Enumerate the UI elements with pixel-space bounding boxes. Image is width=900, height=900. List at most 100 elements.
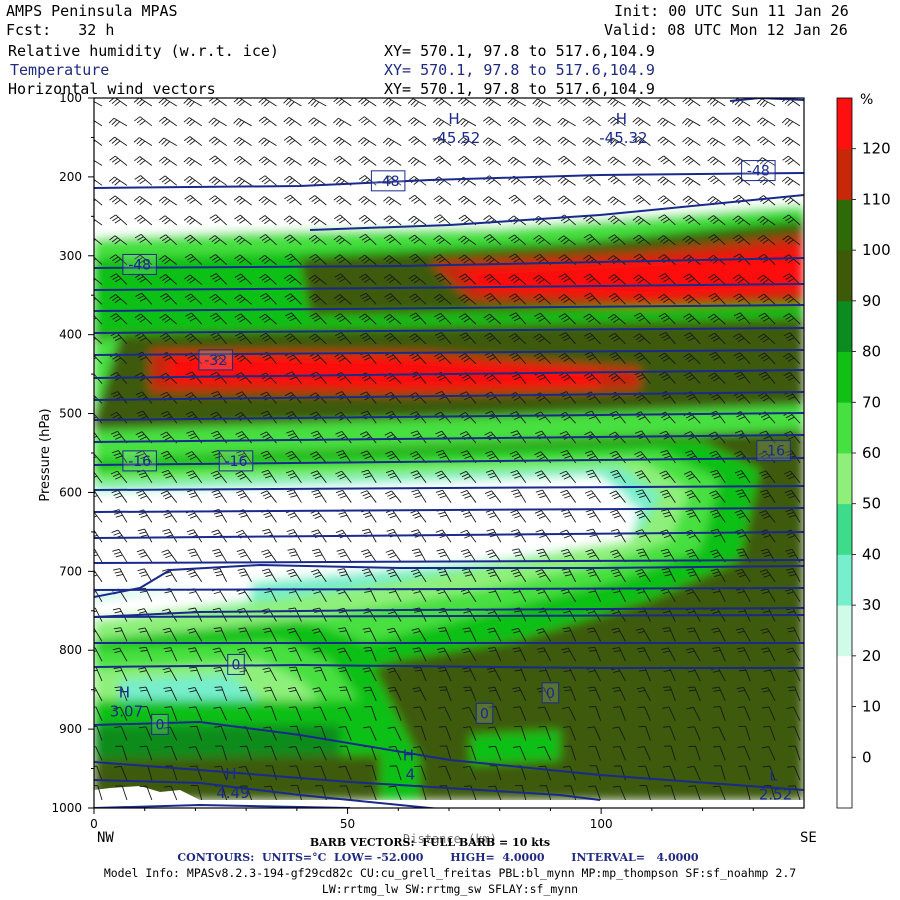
contour-label-box bbox=[756, 440, 791, 462]
wind-barb bbox=[237, 568, 252, 583]
wind-barb bbox=[262, 627, 277, 642]
wind-barb bbox=[433, 254, 452, 265]
wind-barb bbox=[214, 726, 228, 741]
wind-barb bbox=[384, 332, 402, 345]
wind-barb bbox=[787, 765, 801, 781]
wind-barb bbox=[408, 215, 427, 226]
high-low-value: 2.52 bbox=[759, 785, 792, 803]
wind-barb bbox=[761, 687, 776, 702]
wind-barb bbox=[338, 726, 352, 741]
wind-barb bbox=[534, 470, 552, 484]
colorbar-swatch bbox=[837, 250, 852, 302]
wind-barb bbox=[336, 450, 352, 464]
wind-barb bbox=[583, 332, 601, 345]
wind-barb bbox=[613, 706, 626, 721]
wind-barb bbox=[383, 313, 402, 325]
wind-barb bbox=[733, 333, 751, 345]
wind-barb bbox=[609, 490, 626, 503]
wind-barb bbox=[533, 195, 552, 206]
wind-barb bbox=[461, 568, 477, 583]
isotherm bbox=[94, 172, 804, 189]
wind-barb bbox=[337, 667, 352, 682]
wind-barb bbox=[788, 785, 801, 801]
wind-barb bbox=[436, 548, 452, 563]
wind-barb bbox=[637, 746, 651, 761]
wind-barb bbox=[439, 745, 452, 761]
isotherm bbox=[94, 663, 804, 669]
wind-barb bbox=[482, 156, 502, 166]
wind-barb bbox=[660, 489, 676, 503]
wind-barb bbox=[484, 292, 502, 305]
wind-barb bbox=[483, 273, 502, 285]
contour-label-box bbox=[370, 170, 406, 192]
wind-barb bbox=[163, 647, 178, 662]
wind-barb bbox=[512, 647, 527, 662]
isotherm bbox=[309, 194, 804, 231]
wind-barb bbox=[339, 785, 352, 801]
wind-barb bbox=[162, 667, 178, 682]
wind-barb bbox=[539, 785, 552, 801]
wind-barb bbox=[663, 726, 676, 741]
wind-barb bbox=[333, 294, 352, 305]
wind-barb bbox=[662, 627, 676, 642]
wind-barb bbox=[94, 336, 103, 345]
wind-barb bbox=[288, 746, 302, 761]
wind-barb bbox=[563, 686, 577, 702]
wind-barb bbox=[385, 450, 402, 464]
wind-barb bbox=[711, 726, 726, 741]
isotherm bbox=[94, 607, 804, 618]
wind-barb bbox=[737, 746, 751, 761]
wind-barb bbox=[534, 312, 552, 325]
wind-barb bbox=[582, 137, 601, 147]
wind-barb bbox=[388, 745, 402, 761]
wind-barb bbox=[433, 214, 452, 226]
wind-barb bbox=[387, 627, 402, 642]
wind-barb bbox=[186, 470, 203, 484]
colorbar-label: 40 bbox=[862, 545, 881, 563]
wind-barb bbox=[188, 706, 203, 721]
wind-barb bbox=[214, 765, 228, 781]
wind-barb bbox=[413, 706, 427, 721]
wind-barb bbox=[212, 548, 228, 563]
wind-barb bbox=[561, 509, 577, 523]
wind-barb bbox=[162, 627, 178, 642]
wind-barb bbox=[212, 568, 228, 583]
contour-label: -48 bbox=[377, 174, 400, 190]
wind-barb bbox=[657, 155, 676, 166]
wind-barb bbox=[538, 765, 552, 781]
wind-barb bbox=[510, 568, 527, 583]
colorbar-label: 30 bbox=[862, 596, 881, 614]
wind-barb bbox=[285, 312, 302, 325]
wind-barb bbox=[258, 215, 277, 226]
wind-barb bbox=[233, 118, 252, 127]
wind-barb bbox=[609, 352, 626, 365]
wind-barb bbox=[158, 156, 178, 166]
wind-barb bbox=[359, 292, 377, 305]
wind-barb bbox=[111, 391, 128, 404]
isotherm bbox=[94, 803, 351, 808]
wind-barb bbox=[757, 293, 776, 305]
init-label: Init: bbox=[614, 2, 660, 20]
wind-barb bbox=[784, 489, 801, 503]
wind-barb bbox=[283, 135, 302, 147]
wind-barb bbox=[333, 235, 352, 246]
wind-barb bbox=[309, 333, 327, 345]
wind-barb bbox=[610, 568, 626, 583]
wind-barb bbox=[463, 726, 477, 741]
wind-barb bbox=[235, 470, 252, 484]
wind-barb bbox=[735, 568, 751, 583]
wind-barb bbox=[234, 313, 252, 325]
wind-barb bbox=[110, 273, 128, 285]
wind-barb bbox=[312, 687, 327, 702]
wind-barb bbox=[683, 313, 701, 325]
wind-barb bbox=[661, 568, 676, 583]
wind-barb bbox=[682, 176, 701, 186]
wind-barb bbox=[563, 726, 577, 741]
wind-barb bbox=[756, 117, 776, 127]
wind-barb bbox=[658, 352, 676, 365]
isotherm bbox=[729, 98, 804, 102]
wind-barb bbox=[458, 273, 477, 285]
wind-barb bbox=[707, 156, 726, 166]
wind-barb bbox=[184, 333, 203, 345]
